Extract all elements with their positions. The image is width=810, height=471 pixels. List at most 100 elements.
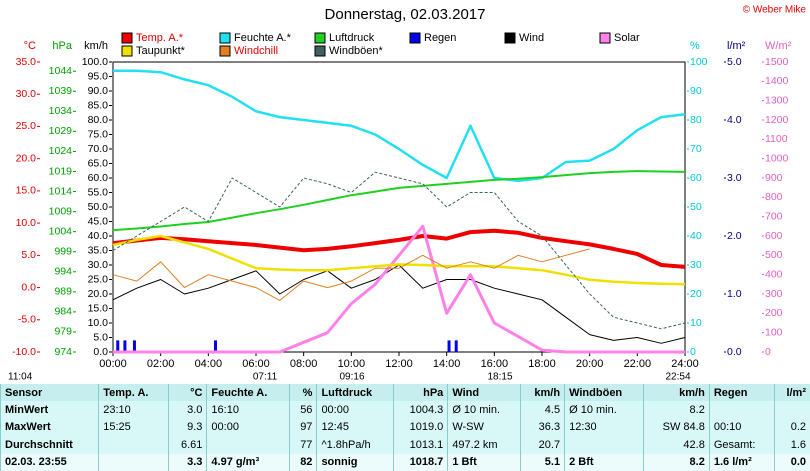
table-cell: 4.97 g/m³ xyxy=(206,453,290,471)
y-tick-label: 1029 xyxy=(49,125,73,137)
y-tick-label: 994 xyxy=(54,266,72,278)
y-tick-label: 1009 xyxy=(49,205,73,217)
table-cell xyxy=(773,401,810,419)
y-tick-label: 30.0 xyxy=(16,88,37,100)
axis-unit: % xyxy=(690,40,700,52)
series-line xyxy=(112,234,686,286)
sun-time: 18:15 xyxy=(487,372,512,383)
x-tick-label: 14:00 xyxy=(433,358,461,370)
table-row: 02.03. 23:55 3.3 4.97 g/m³ 82 sonnig 1018.7 1 … xyxy=(0,453,810,471)
y-tick-label: 1034 xyxy=(49,105,73,117)
y-tick-label: 1044 xyxy=(49,65,73,77)
table-cell: 0.2 xyxy=(773,418,810,437)
y-tick-label: 15.0 xyxy=(88,302,109,314)
y-tick-label: 1200 xyxy=(765,114,789,126)
y-tick-label: 20 xyxy=(690,288,702,300)
y-tick-label: 200 xyxy=(765,307,783,319)
table-row: Sensor Temp. A. °C Feuchte A.% Luftdruck hPa W… xyxy=(0,384,810,402)
y-tick-label: 10 xyxy=(690,317,702,329)
legend-label: Temp. A.* xyxy=(136,32,184,44)
legend-label: Windchill xyxy=(234,45,278,57)
series-line xyxy=(113,69,686,183)
y-tick-label: 100 xyxy=(690,56,708,68)
y-tick-label: 984 xyxy=(54,306,72,318)
y-tick-label: 4.0 xyxy=(727,114,742,126)
legend-swatch xyxy=(504,32,516,44)
chart: Donnerstag, 02.03.2017 © Weber Mike °C 35… xyxy=(8,5,807,383)
y-tick-label: 100 xyxy=(765,326,783,338)
y-tick-label: 95.0 xyxy=(88,70,109,82)
y-tick-label: 75.0 xyxy=(88,128,109,140)
legend-label: Regen xyxy=(424,32,456,44)
y-tick-label: 1100 xyxy=(765,133,788,145)
table-cell: 02.03. 23:55 xyxy=(0,453,99,471)
table-cell: Windböen xyxy=(564,384,644,402)
table-cell: 36.3 xyxy=(519,418,565,437)
table-cell: Regen xyxy=(708,384,774,402)
y-tick-label: 80 xyxy=(690,114,702,126)
table-cell: 97 xyxy=(289,418,317,437)
y-tick-label: 1019 xyxy=(49,165,73,177)
y-tick-label: 1000 xyxy=(765,152,789,164)
x-tick-label: 10:00 xyxy=(338,358,366,370)
table-cell xyxy=(708,401,774,419)
y-tick-label: 400 xyxy=(765,268,783,280)
legend-swatch xyxy=(219,45,231,57)
axis-unit: km/h xyxy=(84,40,108,52)
legend-swatch xyxy=(121,32,133,44)
copyright: © Weber Mike xyxy=(743,5,807,16)
table-cell: 4.5 xyxy=(519,401,565,419)
y-tick-label: 20.0 xyxy=(16,152,37,164)
table-cell: 1013.1 xyxy=(392,436,448,454)
table-cell: Durchschnitt xyxy=(0,436,99,454)
y-tick-label: 100.0 xyxy=(82,56,108,68)
table-cell: Ø 10 min. xyxy=(447,401,521,419)
table-cell: 497.2 km xyxy=(447,436,521,454)
table-cell xyxy=(564,436,644,454)
series-line xyxy=(112,228,686,269)
y-tick-label: 5.0 xyxy=(93,331,108,343)
table-cell: 42.8 xyxy=(643,436,710,454)
y-tick-label: 15.0 xyxy=(16,185,37,197)
table-cell: 8.2 xyxy=(643,453,710,471)
y-tick-label: 989 xyxy=(54,286,72,298)
y-tick-label: 20.0 xyxy=(88,288,109,300)
y-tick-label: 0 xyxy=(690,346,696,358)
table-cell: 15:25 xyxy=(98,418,169,437)
table-cell: 56 xyxy=(289,401,317,419)
y-tick-label: 800 xyxy=(765,191,783,203)
table-row: Durchschnitt 6.61 77 ^1.8hPa/h 1013.1 497.2 k… xyxy=(0,436,810,454)
y-tick-label: 25.0 xyxy=(16,120,37,132)
table-cell: 8.2 xyxy=(643,401,710,419)
y-tick-label: 5.0 xyxy=(21,249,36,261)
y-tick-label: 700 xyxy=(765,210,783,222)
x-tick-label: 06:00 xyxy=(242,358,270,370)
y-tick-label: 1.0 xyxy=(727,288,742,300)
x-tick-label: 00:00 xyxy=(99,358,127,370)
table-cell: Wind xyxy=(447,384,521,402)
y-tick-label: 50.0 xyxy=(88,201,109,213)
y-tick-label: 60 xyxy=(690,172,702,184)
table-cell: l/m² xyxy=(773,384,810,402)
table-cell: 00:00 xyxy=(206,418,290,437)
table-cell: Sensor xyxy=(0,384,99,402)
legend-swatch xyxy=(409,32,421,44)
y-tick-label: 50 xyxy=(690,201,702,213)
y-tick-label: -10.0 xyxy=(12,346,36,358)
table-cell: 1019.0 xyxy=(392,418,448,437)
table-row: MinWert 23:10 3.0 16:10 56 00:00 1004.3 Ø 10 mi… xyxy=(0,401,810,419)
table-cell: 2 Bft xyxy=(564,453,644,471)
legend-swatch xyxy=(219,32,231,44)
table-cell: 3.0 xyxy=(167,401,207,419)
y-tick-label: 30.0 xyxy=(88,259,109,271)
table-cell: 77 xyxy=(289,436,317,454)
y-tick-label: 55.0 xyxy=(88,186,109,198)
legend-label: Feuchte A.* xyxy=(234,32,292,44)
table-cell: 1018.7 xyxy=(392,453,448,471)
table-cell: % xyxy=(289,384,317,402)
legend-label: Windböen* xyxy=(329,45,384,57)
x-tick-label: 08:00 xyxy=(290,358,318,370)
table-cell: Feuchte A. xyxy=(206,384,290,402)
table-cell: hPa xyxy=(392,384,448,402)
